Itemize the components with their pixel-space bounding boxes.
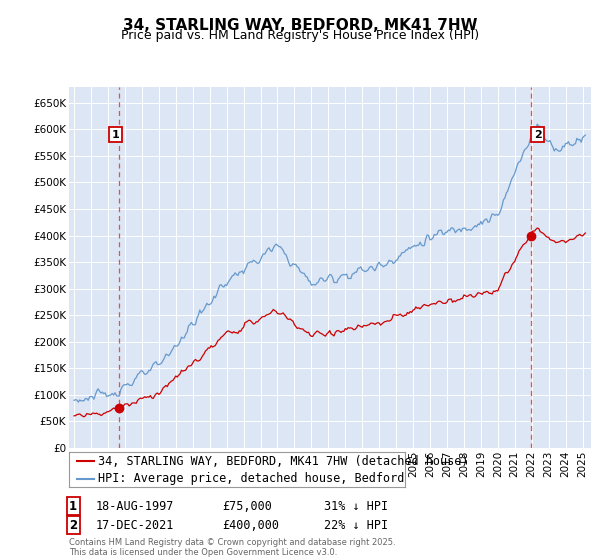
Text: 1: 1 [69,500,77,513]
Text: Contains HM Land Registry data © Crown copyright and database right 2025.
This d: Contains HM Land Registry data © Crown c… [69,538,395,557]
Text: 34, STARLING WAY, BEDFORD, MK41 7HW (detached house): 34, STARLING WAY, BEDFORD, MK41 7HW (det… [98,455,468,468]
Text: £400,000: £400,000 [222,519,279,532]
Text: 1: 1 [112,129,119,139]
Text: Price paid vs. HM Land Registry's House Price Index (HPI): Price paid vs. HM Land Registry's House … [121,29,479,42]
Text: 2: 2 [534,129,542,139]
Text: 22% ↓ HPI: 22% ↓ HPI [324,519,388,532]
Text: 34, STARLING WAY, BEDFORD, MK41 7HW: 34, STARLING WAY, BEDFORD, MK41 7HW [123,18,477,33]
Text: 17-DEC-2021: 17-DEC-2021 [96,519,175,532]
Text: £75,000: £75,000 [222,500,272,513]
Text: 2: 2 [69,519,77,532]
Text: 18-AUG-1997: 18-AUG-1997 [96,500,175,513]
Text: HPI: Average price, detached house, Bedford: HPI: Average price, detached house, Bedf… [98,472,404,485]
Text: 31% ↓ HPI: 31% ↓ HPI [324,500,388,513]
